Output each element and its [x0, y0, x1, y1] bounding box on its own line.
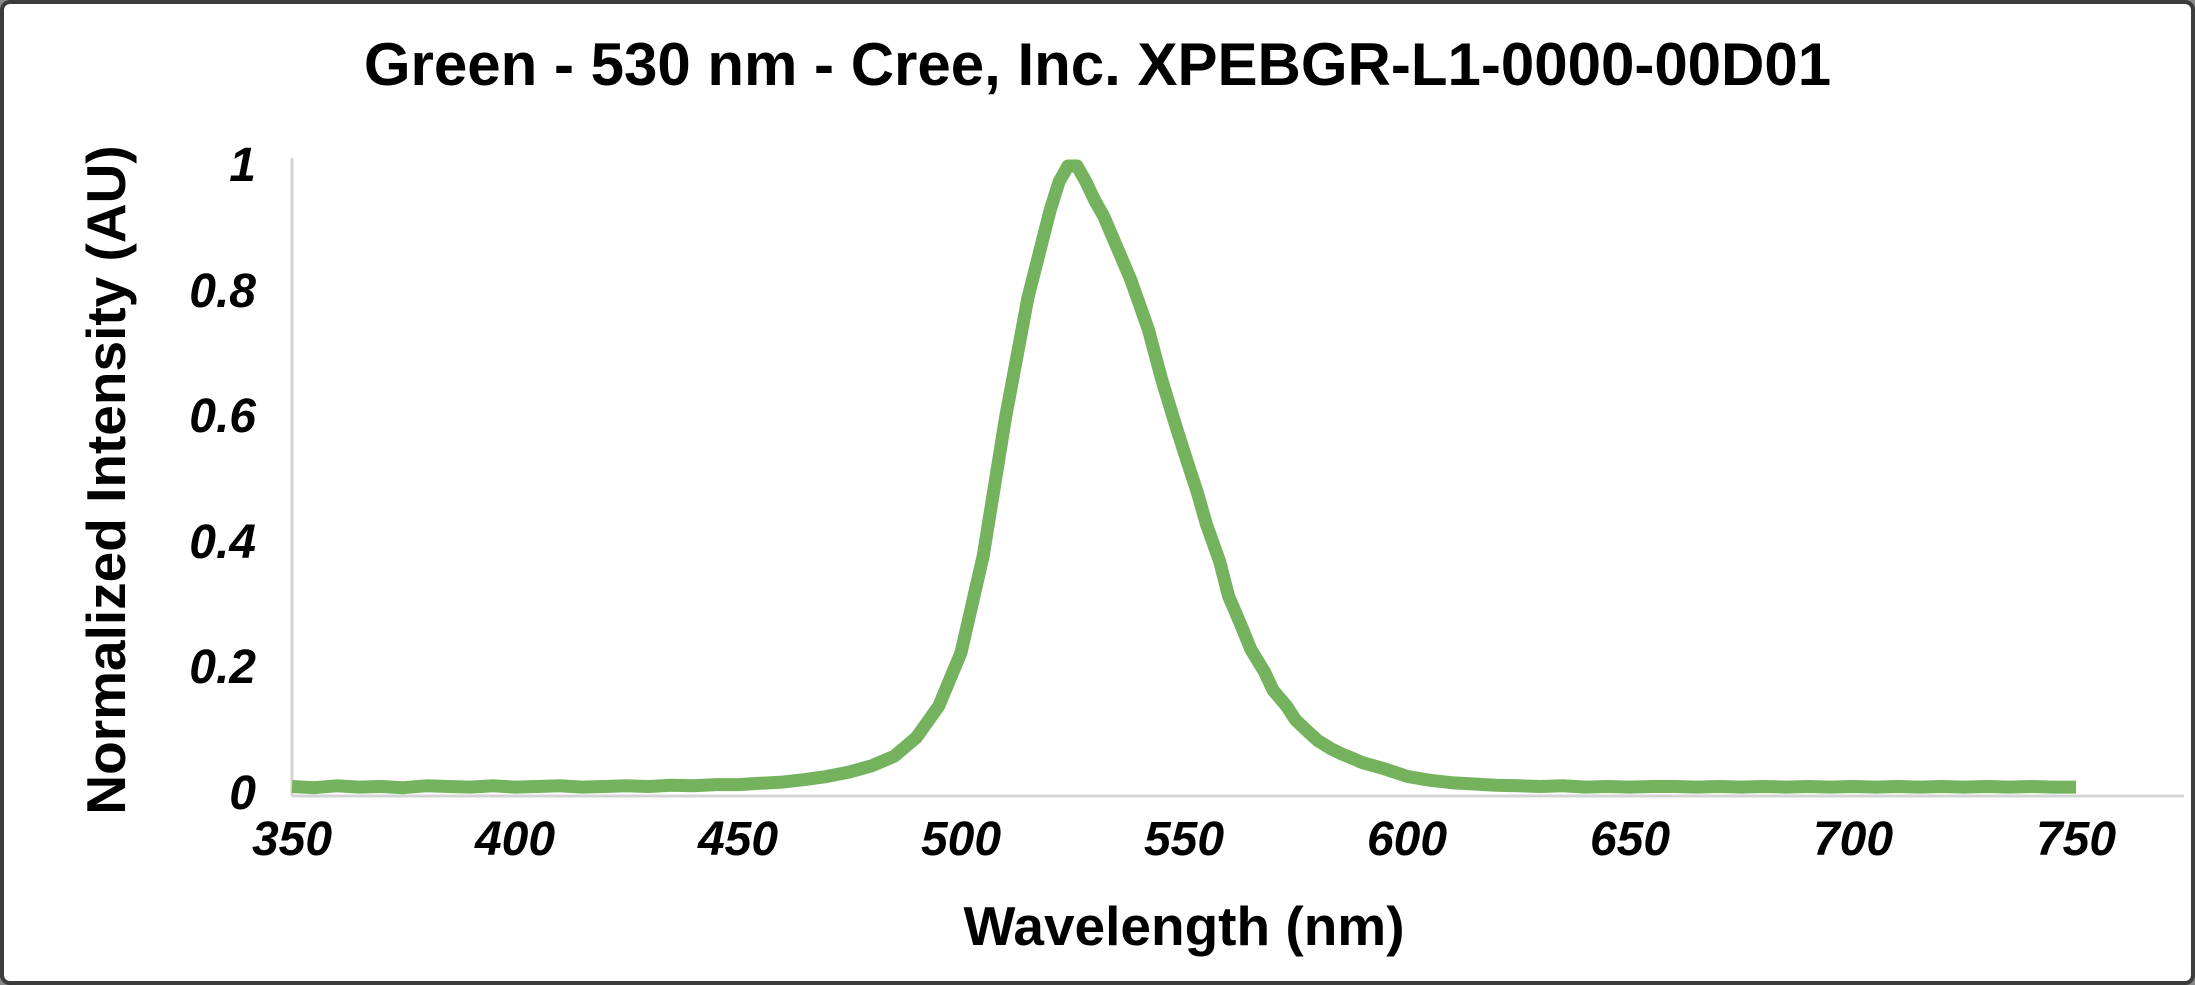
spectrum-curve: [291, 159, 2076, 795]
x-tick-label: 650: [1589, 813, 1671, 866]
y-tick-label: 0: [229, 767, 256, 820]
y-tick-label: 0.4: [189, 515, 256, 569]
x-tick-label: 750: [2035, 813, 2117, 866]
y-tick-label: 0.8: [189, 264, 256, 318]
spectrum-plot: [290, 158, 2184, 798]
y-tick-label: 1: [229, 139, 256, 192]
x-tick-label: 450: [697, 813, 779, 866]
x-tick-label: 700: [1812, 813, 1894, 866]
x-axis-title: Wavelength (nm): [963, 895, 1405, 957]
x-tick-label: 600: [1366, 813, 1448, 866]
y-tick-label: 0.6: [189, 390, 256, 444]
x-tick-label: 500: [920, 813, 1002, 866]
x-tick-label: 550: [1143, 813, 1225, 866]
chart-title: Green - 530 nm - Cree, Inc. XPEBGR-L1-00…: [363, 31, 1832, 98]
y-tick-label: 0.2: [189, 641, 256, 695]
x-tick-label: 400: [474, 813, 556, 866]
x-tick-label: 350: [251, 813, 333, 866]
